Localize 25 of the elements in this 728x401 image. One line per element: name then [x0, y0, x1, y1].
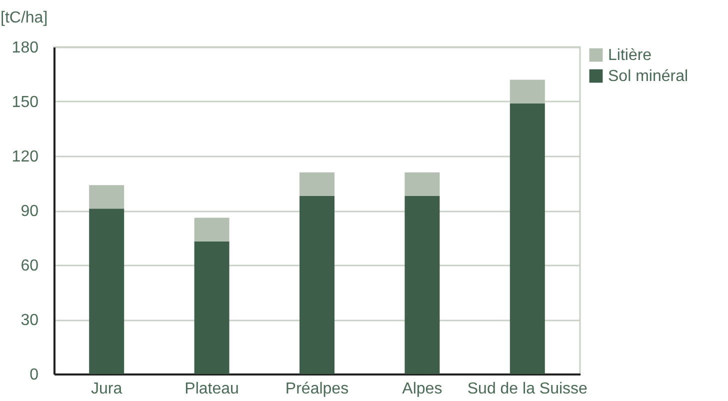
bar	[510, 103, 545, 374]
bar	[300, 172, 334, 196]
legend-label: Litière	[608, 47, 652, 64]
y-tick-label: 150	[12, 94, 39, 111]
x-tick-label: Sud de la Suisse	[467, 380, 588, 398]
bar	[89, 185, 124, 209]
bar	[404, 172, 440, 196]
y-tick-label: 120	[12, 148, 39, 166]
x-tick-label: Alpes	[402, 380, 442, 398]
bar	[404, 196, 440, 374]
bar	[300, 196, 334, 374]
x-tick-label: Jura	[91, 380, 122, 398]
y-tick-label: 180	[12, 40, 39, 56]
y-tick-label: 0	[30, 366, 39, 384]
bar	[194, 218, 230, 242]
x-tick-label: Préalpes	[285, 380, 349, 398]
y-tick-label: 90	[20, 203, 39, 220]
y-tick-label: 30	[20, 312, 39, 329]
legend-label: Sol minéral	[608, 68, 688, 85]
y-tick-label: 60	[20, 258, 39, 274]
bar	[510, 80, 545, 104]
x-tick-label: Plateau	[184, 380, 239, 398]
bar	[89, 208, 124, 374]
y-axis-title: [tC/ha]	[0, 10, 48, 26]
bar	[194, 241, 230, 374]
